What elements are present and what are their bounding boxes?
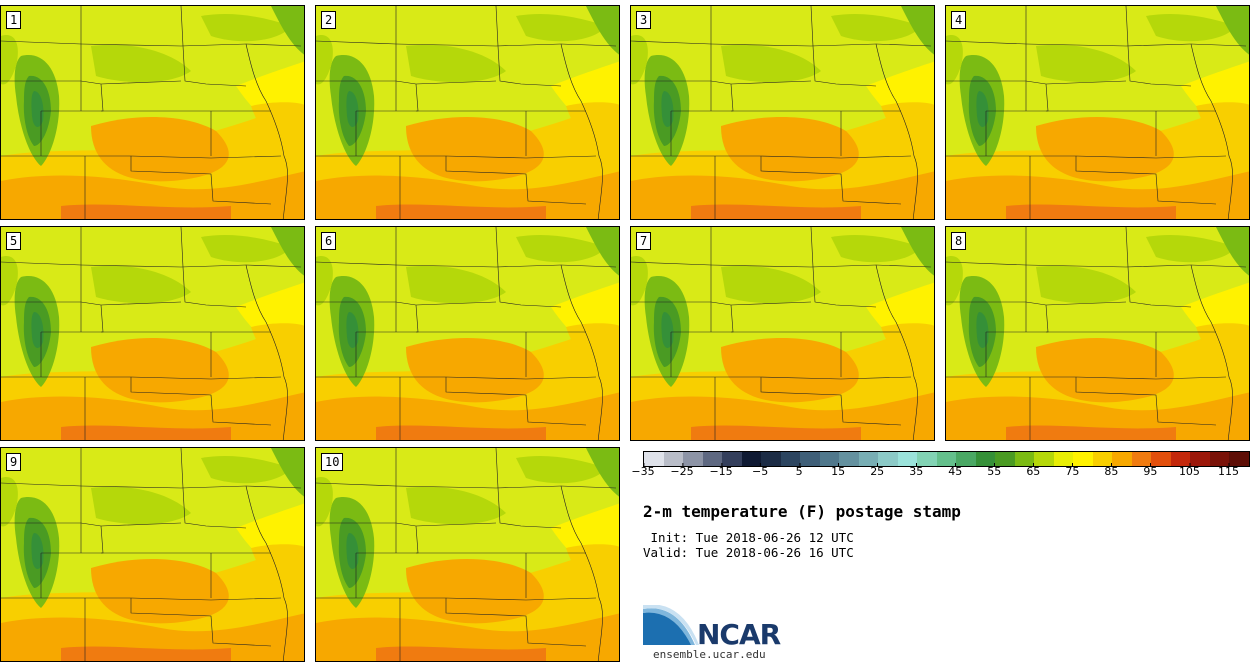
member-number-label: 10 — [321, 453, 343, 471]
colorbar-swatch — [1054, 452, 1074, 466]
plot-title: 2-m temperature (F) postage stamp — [643, 502, 961, 521]
colorbar-swatch — [839, 452, 859, 466]
colorbar-swatch — [742, 452, 762, 466]
colorbar-swatch — [683, 452, 703, 466]
colorbar-tick-label: 55 — [987, 465, 1001, 478]
colorbar-tick-label: 5 — [796, 465, 803, 478]
member-number-label: 9 — [6, 453, 21, 471]
colorbar-tick-label: −25 — [670, 465, 693, 478]
colorbar-swatch — [1132, 452, 1152, 466]
colorbar-tick-label: 75 — [1065, 465, 1079, 478]
member-number-label: 2 — [321, 11, 336, 29]
colorbar-tick-labels: −35 −25 −15 −5 5 15 25 35 45 55 65 75 85 95 105 115 — [643, 465, 1248, 485]
colorbar-swatch — [800, 452, 820, 466]
colorbar-swatch — [1093, 452, 1113, 466]
member-number-label: 7 — [636, 232, 651, 250]
member-number-label: 5 — [6, 232, 21, 250]
colorbar-swatch — [644, 452, 664, 466]
colorbar-tick-label: 35 — [909, 465, 923, 478]
colorbar-swatch — [1034, 452, 1054, 466]
ensemble-member-map: 2 — [315, 5, 620, 220]
colorbar-swatch — [1171, 452, 1191, 466]
ensemble-member-map: 9 — [0, 447, 305, 662]
ensemble-member-map: 1 — [0, 5, 305, 220]
colorbar-swatch — [898, 452, 918, 466]
member-number-label: 3 — [636, 11, 651, 29]
ensemble-member-map: 10 — [315, 447, 620, 662]
colorbar-tick-label: 85 — [1104, 465, 1118, 478]
ensemble-member-map: 7 — [630, 226, 935, 441]
colorbar-swatch — [781, 452, 801, 466]
ensemble-member-map: 5 — [0, 226, 305, 441]
colorbar-tick-label: −15 — [709, 465, 732, 478]
colorbar-tick-label: −35 — [631, 465, 654, 478]
member-number-label: 1 — [6, 11, 21, 29]
colorbar-tick-label: 15 — [831, 465, 845, 478]
colorbar-swatch — [917, 452, 937, 466]
ensemble-member-map: 6 — [315, 226, 620, 441]
colorbar-tick-label: 105 — [1179, 465, 1200, 478]
colorbar-swatch — [761, 452, 781, 466]
colorbar-swatch — [995, 452, 1015, 466]
ncar-logo-text: NCAR — [697, 618, 780, 651]
member-number-label: 4 — [951, 11, 966, 29]
colorbar-swatch — [976, 452, 996, 466]
colorbar-swatch — [664, 452, 684, 466]
colorbar-swatch — [1073, 452, 1093, 466]
init-time: Init: Tue 2018-06-26 12 UTC — [643, 530, 854, 545]
colorbar-tick-label: 115 — [1218, 465, 1239, 478]
colorbar-swatch — [859, 452, 879, 466]
colorbar-swatch — [937, 452, 957, 466]
colorbar-swatch — [722, 452, 742, 466]
colorbar-tick-label: 25 — [870, 465, 884, 478]
ensemble-member-map: 4 — [945, 5, 1250, 220]
colorbar-swatch — [956, 452, 976, 466]
member-number-label: 6 — [321, 232, 336, 250]
colorbar-tick-label: 65 — [1026, 465, 1040, 478]
ensemble-member-map: 8 — [945, 226, 1250, 441]
site-url[interactable]: ensemble.ucar.edu — [653, 648, 766, 661]
colorbar-tick-label: −5 — [752, 465, 768, 478]
colorbar-tick-label: 95 — [1143, 465, 1157, 478]
colorbar-swatch — [1210, 452, 1230, 466]
colorbar-swatch — [1112, 452, 1132, 466]
colorbar-swatch — [1190, 452, 1210, 466]
colorbar-swatch — [1151, 452, 1171, 466]
colorbar-tick-label: 45 — [948, 465, 962, 478]
member-number-label: 8 — [951, 232, 966, 250]
colorbar-swatch — [1229, 452, 1249, 466]
colorbar-swatch — [703, 452, 723, 466]
colorbar-swatch — [1015, 452, 1035, 466]
ensemble-member-map: 3 — [630, 5, 935, 220]
colorbar-swatch — [820, 452, 840, 466]
valid-time: Valid: Tue 2018-06-26 16 UTC — [643, 545, 854, 560]
colorbar-swatch — [878, 452, 898, 466]
